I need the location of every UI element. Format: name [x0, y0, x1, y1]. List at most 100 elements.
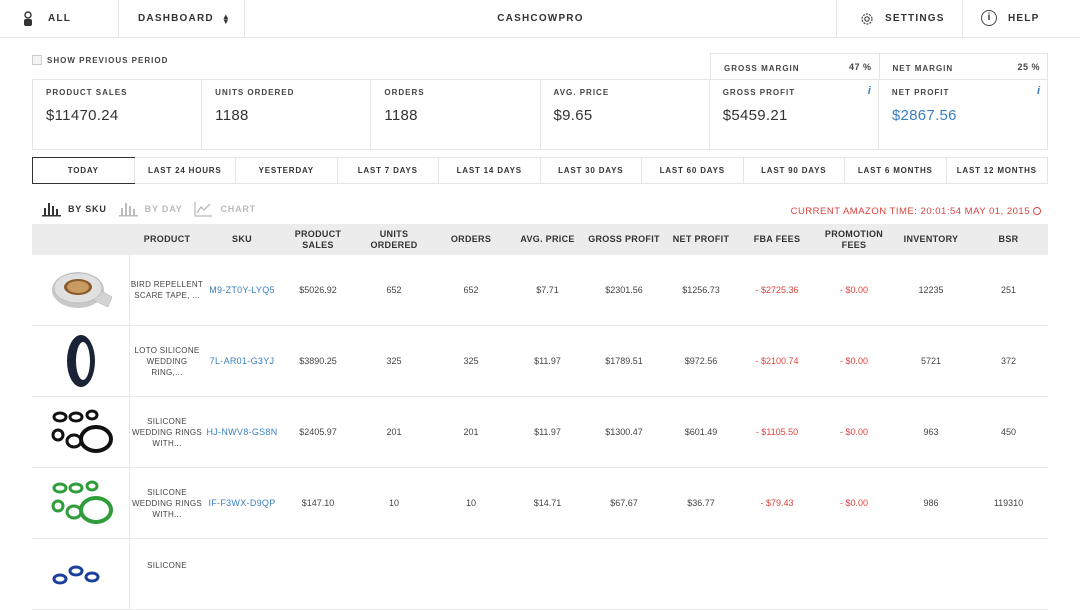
- view-toggles: BY SKU BY DAY CHART: [42, 201, 268, 217]
- bar-chart-icon: [42, 203, 61, 217]
- column-header[interactable]: PRODUCT SALES: [294, 228, 342, 250]
- metric-value: $11470.24: [46, 107, 119, 124]
- metric-label: GROSS PROFIT: [722, 88, 796, 97]
- gross-margin-label: GROSS MARGIN: [724, 64, 800, 73]
- view-by-day-button[interactable]: BY DAY: [118, 201, 183, 217]
- metric-value: $2867.56: [891, 107, 957, 124]
- cell-net-profit: $36.77: [687, 497, 715, 508]
- net-margin-value: 25 %: [1017, 62, 1040, 72]
- rings-set-image: [51, 409, 113, 453]
- sku-link[interactable]: 7L-AR01-G3YJ: [209, 355, 275, 366]
- help-icon: i: [981, 9, 997, 26]
- metric-orders: ORDERS 1188: [370, 80, 539, 149]
- column-header[interactable]: FBA FEES: [753, 234, 801, 244]
- show-previous-period-toggle[interactable]: SHOW PREVIOUS PERIOD: [32, 55, 168, 65]
- cell-fba-fees: - $2100.74: [755, 355, 799, 366]
- cell-avg-price: $7.71: [536, 284, 559, 295]
- product-name: SILICONE WEDDING RINGS WITH...: [131, 487, 203, 519]
- range-tab-today[interactable]: TODAY: [32, 157, 135, 184]
- column-header[interactable]: PRODUCT: [143, 234, 191, 244]
- column-header[interactable]: GROSS PROFIT: [588, 234, 660, 244]
- column-header[interactable]: AVG. PRICE: [520, 234, 575, 244]
- metric-label: PRODUCT SALES: [46, 88, 128, 97]
- column-header[interactable]: NET PROFIT: [672, 234, 730, 244]
- column-header[interactable]: UNITS ORDERED: [370, 228, 418, 250]
- cell-inventory: 5721: [920, 355, 942, 366]
- range-tab-last-6-months[interactable]: LAST 6 MONTHS: [844, 158, 946, 183]
- product-image: [32, 254, 130, 326]
- cell-orders: 201: [463, 426, 479, 437]
- gross-margin: GROSS MARGIN 47 %: [711, 54, 879, 80]
- help-button[interactable]: i HELP: [962, 0, 1080, 38]
- range-tab-last-14-days[interactable]: LAST 14 DAYS: [438, 158, 540, 183]
- range-tab-last-90-days[interactable]: LAST 90 DAYS: [742, 158, 845, 183]
- table-row[interactable]: SILICONE WEDDING RINGS WITH... HJ-NWV8-G…: [32, 396, 1048, 468]
- net-margin-label: NET MARGIN: [892, 64, 954, 73]
- sku-link[interactable]: HJ-NWV8-GS8N: [206, 426, 278, 437]
- cell-avg-price: $11.97: [534, 355, 561, 366]
- rings-set-image: [51, 480, 113, 524]
- metric-value: 1188: [384, 107, 418, 124]
- column-header[interactable]: ORDERS: [450, 234, 492, 244]
- rings-set-image: [52, 565, 99, 585]
- range-tab-last-12-months[interactable]: LAST 12 MONTHS: [945, 158, 1048, 183]
- sku-link[interactable]: IF-F3WX-D9QP: [208, 497, 276, 508]
- checkbox[interactable]: [32, 55, 42, 65]
- cell-promotion-fees: - $0.00: [839, 284, 869, 295]
- dashboard-label: DASHBOARD: [138, 13, 214, 24]
- metric-label: ORDERS: [384, 88, 425, 97]
- metric-units-ordered: UNITS ORDERED 1188: [201, 80, 370, 149]
- range-tab-last-60-days[interactable]: LAST 60 DAYS: [641, 158, 743, 183]
- cell-inventory: 12235: [918, 284, 944, 295]
- info-icon[interactable]: i: [1036, 85, 1041, 97]
- table-row[interactable]: SILICONE WEDDING RINGS WITH... IF-F3WX-D…: [32, 467, 1048, 539]
- all-menu-button[interactable]: ALL: [0, 0, 119, 38]
- table-row[interactable]: SILICONE: [32, 538, 1048, 610]
- amazon-time-text: CURRENT AMAZON TIME: 20:01:54 MAY 01, 20…: [790, 206, 1030, 217]
- cell-orders: 325: [463, 355, 479, 366]
- settings-button[interactable]: SETTINGS: [836, 0, 962, 38]
- gear-icon: [861, 12, 873, 25]
- range-tab-last-30-days[interactable]: LAST 30 DAYS: [539, 158, 642, 183]
- chart-label: CHART: [220, 204, 256, 214]
- table-row[interactable]: BIRD REPELLENT SCARE TAPE, ... M9-ZT0Y-L…: [32, 254, 1048, 326]
- cell-units: 325: [386, 355, 402, 366]
- date-range-tabs: TODAY LAST 24 HOURS YESTERDAY LAST 7 DAY…: [32, 157, 1048, 184]
- metric-product-sales: PRODUCT SALES $11470.24: [33, 80, 201, 149]
- range-tab-last-7-days[interactable]: LAST 7 DAYS: [336, 158, 439, 183]
- cell-sales: $3890.25: [299, 355, 337, 366]
- range-tab-last-24-hours[interactable]: LAST 24 HOURS: [133, 158, 236, 183]
- cell-net-profit: $601.49: [684, 426, 718, 437]
- cell-net-profit: $1256.73: [682, 284, 720, 295]
- metric-label: NET PROFIT: [891, 88, 950, 97]
- cell-gross-profit: $2301.56: [605, 284, 643, 295]
- cell-promotion-fees: - $0.00: [839, 426, 869, 437]
- help-label: HELP: [1008, 13, 1040, 24]
- column-header[interactable]: SKU: [232, 234, 252, 244]
- cell-fba-fees: - $1105.50: [755, 426, 799, 437]
- column-header[interactable]: PROMOTION FEES: [824, 228, 884, 250]
- settings-label: SETTINGS: [885, 13, 945, 24]
- metric-value: $5459.21: [722, 107, 788, 124]
- dashboard-selector[interactable]: DASHBOARD ▲ ▼: [119, 0, 245, 38]
- cell-bsr: 251: [1000, 284, 1017, 295]
- cell-gross-profit: $67.67: [610, 497, 638, 508]
- view-chart-button[interactable]: CHART: [194, 201, 256, 217]
- cell-gross-profit: $1789.51: [605, 355, 643, 366]
- column-header[interactable]: BSR: [998, 234, 1019, 244]
- cell-orders: 10: [465, 497, 476, 508]
- sku-link[interactable]: M9-ZT0Y-LYQ5: [209, 284, 275, 295]
- ring-image: [66, 335, 95, 387]
- metric-value: $9.65: [553, 107, 593, 124]
- cell-inventory: 963: [923, 426, 939, 437]
- metric-avg-price: AVG. PRICE $9.65: [539, 80, 709, 149]
- cell-sales: $5026.92: [299, 284, 337, 295]
- info-icon[interactable]: i: [867, 85, 871, 97]
- view-by-sku-button[interactable]: BY SKU: [42, 201, 107, 217]
- column-header[interactable]: INVENTORY: [903, 234, 959, 244]
- product-image: [32, 467, 130, 539]
- metric-value: 1188: [215, 107, 249, 124]
- range-tab-yesterday[interactable]: YESTERDAY: [235, 158, 337, 183]
- table-row[interactable]: LOTO SILICONE WEDDING RING,... 7L-AR01-G…: [32, 325, 1048, 397]
- cell-gross-profit: $1300.47: [605, 426, 643, 437]
